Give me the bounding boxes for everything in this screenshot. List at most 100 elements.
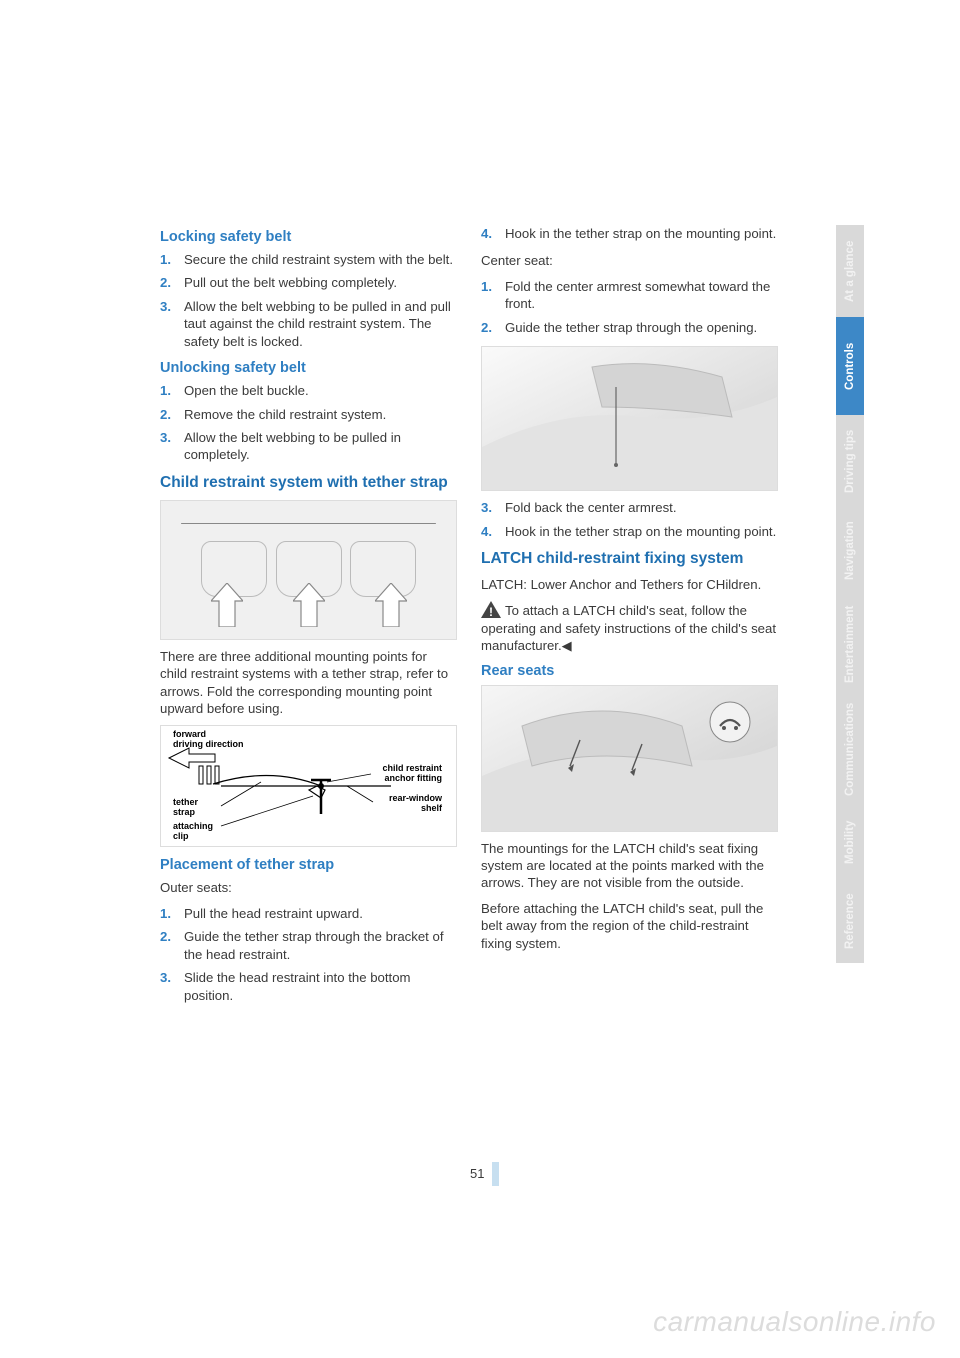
list-text: Pull out the belt webbing completely. (184, 274, 457, 291)
left-column: Locking safety belt 1.Secure the child r… (160, 225, 457, 1014)
up-arrow-icon (293, 583, 325, 627)
tab-entertainment[interactable]: Entertainment (836, 595, 864, 693)
svg-text:!: ! (489, 605, 493, 618)
tab-label: Mobility (844, 820, 856, 863)
list-num: 1. (160, 905, 184, 922)
list-item: 3.Allow the belt webbing to be pulled in… (160, 429, 457, 464)
tether-paragraph: There are three additional mounting poin… (160, 648, 457, 718)
list-num: 2. (481, 319, 505, 336)
placement-intro: Outer seats: (160, 879, 457, 896)
shelf-line (181, 523, 436, 524)
list-text: Guide the tether strap through the openi… (505, 319, 778, 336)
right-column: 4.Hook in the tether strap on the mounti… (481, 225, 778, 1014)
list-after-fig: 3.Fold back the center armrest. 4.Hook i… (481, 499, 778, 540)
list-text: Slide the head restraint into the bottom… (184, 969, 457, 1004)
heading-rear-seats: Rear seats (481, 663, 778, 679)
list-num: 3. (481, 499, 505, 516)
tab-mobility[interactable]: Mobility (836, 805, 864, 879)
latch-warning: ! To attach a LATCH child's seat, follow… (481, 601, 778, 654)
figure-tether-diagram: forward driving direction tether strap a… (160, 725, 457, 847)
list-num: 1. (481, 278, 505, 313)
end-mark-icon: ◀ (562, 637, 572, 654)
list-num: 3. (160, 298, 184, 350)
tab-navigation[interactable]: Navigation (836, 507, 864, 595)
list-item: 3.Slide the head restraint into the bott… (160, 969, 457, 1004)
list-text: Hook in the tether strap on the mounting… (505, 225, 778, 242)
list-item: 1.Pull the head restraint upward. (160, 905, 457, 922)
list-item: 2.Guide the tether strap through the bra… (160, 928, 457, 963)
list-item: 2.Guide the tether strap through the ope… (481, 319, 778, 336)
tab-driving-tips[interactable]: Driving tips (836, 415, 864, 507)
list-item: 4.Hook in the tether strap on the mounti… (481, 523, 778, 540)
diagram-label-clip: attaching clip (173, 822, 213, 841)
rear-para-1: The mountings for the LATCH child's seat… (481, 840, 778, 892)
heading-unlocking: Unlocking safety belt (160, 360, 457, 376)
list-item: 4.Hook in the tether strap on the mounti… (481, 225, 778, 242)
list-text: Allow the belt webbing to be pulled in c… (184, 429, 457, 464)
list-item: 2.Pull out the belt webbing completely. (160, 274, 457, 291)
list-num: 2. (160, 406, 184, 423)
tab-label: Communications (844, 702, 856, 795)
list-num: 4. (481, 523, 505, 540)
list-item: 1.Open the belt buckle. (160, 382, 457, 399)
content-columns: Locking safety belt 1.Secure the child r… (160, 225, 778, 1014)
side-tabs: At a glance Controls Driving tips Naviga… (836, 225, 864, 963)
list-text: Open the belt buckle. (184, 382, 457, 399)
list-num: 4. (481, 225, 505, 242)
tab-controls[interactable]: Controls (836, 317, 864, 415)
diagram-label-forward: forward driving direction (173, 730, 244, 749)
warning-text: To attach a LATCH child's seat, follow t… (481, 603, 776, 653)
tab-reference[interactable]: Reference (836, 879, 864, 963)
latch-intro: LATCH: Lower Anchor and Tethers for CHil… (481, 576, 778, 593)
list-item: 1.Fold the center armrest somewhat towar… (481, 278, 778, 313)
tab-label: Driving tips (844, 429, 856, 492)
list-text: Guide the tether strap through the brack… (184, 928, 457, 963)
page-number-bar (492, 1162, 499, 1186)
warning-icon: ! (481, 601, 501, 618)
tab-at-a-glance[interactable]: At a glance (836, 225, 864, 317)
list-text: Secure the child restraint system with t… (184, 251, 457, 268)
list-num: 3. (160, 969, 184, 1004)
rear-para-2: Before attaching the LATCH child's seat,… (481, 900, 778, 952)
diagram-label-shelf: rear-window shelf (389, 794, 442, 813)
tab-label: At a glance (844, 240, 856, 301)
heading-latch: LATCH child-restraint fixing system (481, 550, 778, 568)
figure-rear-seats (481, 685, 778, 832)
list-text: Hook in the tether strap on the mounting… (505, 523, 778, 540)
center-intro: Center seat: (481, 252, 778, 269)
list-item: 3.Fold back the center armrest. (481, 499, 778, 516)
diagram-label-tether: tether strap (173, 798, 198, 817)
list-num: 2. (160, 274, 184, 291)
list-text: Fold back the center armrest. (505, 499, 778, 516)
list-item: 2.Remove the child restraint system. (160, 406, 457, 423)
tab-communications[interactable]: Communications (836, 693, 864, 805)
tab-label: Navigation (844, 522, 856, 581)
list-num: 1. (160, 382, 184, 399)
up-arrow-icon (211, 583, 243, 627)
list-text: Fold the center armrest somewhat toward … (505, 278, 778, 313)
list-center: 1.Fold the center armrest somewhat towar… (481, 278, 778, 336)
list-unlocking: 1.Open the belt buckle. 2.Remove the chi… (160, 382, 457, 464)
list-text: Allow the belt webbing to be pulled in a… (184, 298, 457, 350)
list-num: 2. (160, 928, 184, 963)
watermark: carmanualsonline.info (653, 1306, 936, 1338)
page: Locking safety belt 1.Secure the child r… (0, 0, 960, 1358)
tab-label: Controls (844, 342, 856, 389)
list-text: Remove the child restraint system. (184, 406, 457, 423)
list-num: 3. (160, 429, 184, 464)
figure-center-seat (481, 346, 778, 491)
figure-tether-arrows (160, 500, 457, 640)
tab-label: Reference (844, 893, 856, 949)
page-number: 51 (470, 1166, 484, 1181)
list-num: 1. (160, 251, 184, 268)
up-arrow-icon (375, 583, 407, 627)
heading-locking: Locking safety belt (160, 229, 457, 245)
diagram-label-fitting: child restraint anchor fitting (382, 764, 442, 783)
list-placement: 1.Pull the head restraint upward. 2.Guid… (160, 905, 457, 1004)
tab-label: Entertainment (844, 605, 856, 682)
heading-placement: Placement of tether strap (160, 857, 457, 873)
list-cont: 4.Hook in the tether strap on the mounti… (481, 225, 778, 242)
list-text: Pull the head restraint upward. (184, 905, 457, 922)
list-item: 1.Secure the child restraint system with… (160, 251, 457, 268)
list-item: 3.Allow the belt webbing to be pulled in… (160, 298, 457, 350)
